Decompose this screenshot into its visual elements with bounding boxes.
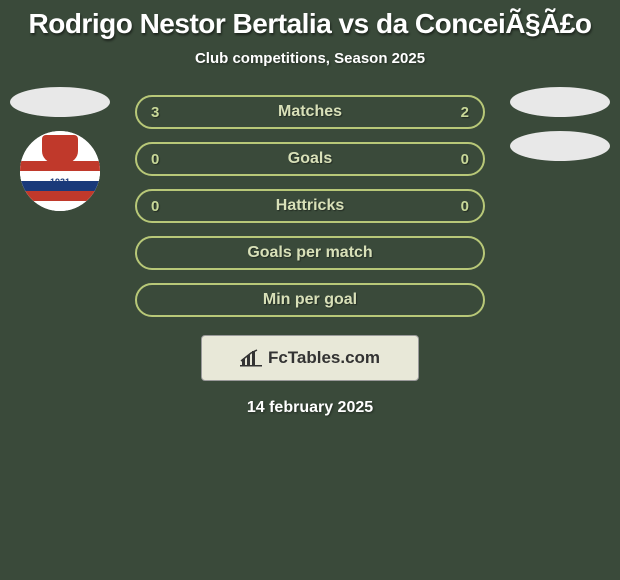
comparison-section: 1931 3 Matches 2 0 Goals 0 0 Hattricks — [0, 95, 620, 417]
club-year: 1931 — [50, 177, 70, 187]
stat-row-min-per-goal: Min per goal — [135, 283, 485, 317]
footer-date: 14 february 2025 — [0, 399, 620, 417]
stat-label: Hattricks — [276, 197, 344, 215]
branding-link[interactable]: FcTables.com — [201, 335, 419, 381]
stat-label: Min per goal — [263, 291, 357, 309]
stat-row-matches: 3 Matches 2 — [135, 95, 485, 129]
stat-row-goals-per-match: Goals per match — [135, 236, 485, 270]
page-subtitle: Club competitions, Season 2025 — [0, 50, 620, 67]
stat-value-right: 0 — [449, 198, 469, 215]
left-badge-column: 1931 — [10, 87, 110, 211]
chart-icon — [240, 349, 262, 367]
player-photo-placeholder-right-2 — [510, 131, 610, 161]
stat-label: Goals per match — [247, 244, 372, 262]
right-badge-column — [510, 87, 610, 211]
stat-label: Goals — [288, 150, 332, 168]
club-shield-icon — [42, 135, 78, 163]
branding-text: FcTables.com — [268, 348, 380, 368]
stat-bars: 3 Matches 2 0 Goals 0 0 Hattricks 0 Goal… — [135, 95, 485, 317]
stat-value-left: 3 — [151, 104, 171, 121]
stat-label: Matches — [278, 103, 342, 121]
page-title: Rodrigo Nestor Bertalia vs da ConceiÃ§Ã£… — [0, 8, 620, 40]
player-photo-placeholder-right-1 — [510, 87, 610, 117]
stat-row-hattricks: 0 Hattricks 0 — [135, 189, 485, 223]
stat-value-right: 0 — [449, 151, 469, 168]
stat-value-right: 2 — [449, 104, 469, 121]
player-photo-placeholder-left — [10, 87, 110, 117]
stat-value-left: 0 — [151, 151, 171, 168]
stat-row-goals: 0 Goals 0 — [135, 142, 485, 176]
stat-value-left: 0 — [151, 198, 171, 215]
widget-root: Rodrigo Nestor Bertalia vs da ConceiÃ§Ã£… — [0, 0, 620, 417]
club-badge-left: 1931 — [20, 131, 100, 211]
